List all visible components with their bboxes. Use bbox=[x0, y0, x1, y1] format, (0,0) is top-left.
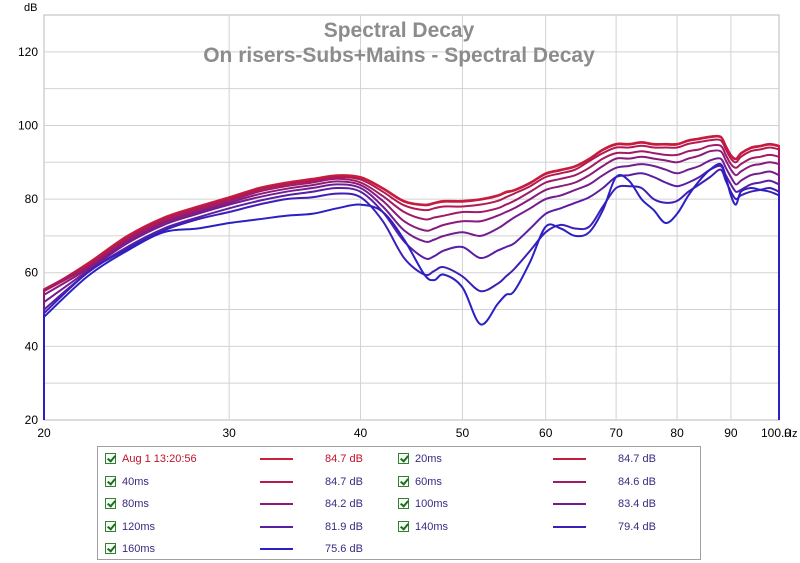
legend-checkbox[interactable] bbox=[398, 520, 409, 532]
legend-label: 140ms bbox=[415, 520, 449, 533]
legend-swatch bbox=[553, 458, 586, 460]
legend-item: 80ms 84.2 dB bbox=[105, 496, 395, 512]
legend-label: 80ms bbox=[122, 498, 149, 510]
legend-value: 84.7 dB bbox=[325, 453, 363, 465]
legend-swatch bbox=[260, 503, 293, 505]
legend-value: 84.2 dB bbox=[325, 498, 363, 510]
x-axis-unit: Hz bbox=[784, 428, 797, 440]
x-tick-label: 50 bbox=[456, 426, 470, 440]
y-tick-label: 80 bbox=[25, 192, 39, 206]
x-axis-ticks: 20 30 40 50 60 70 80 90 100.0 bbox=[37, 426, 791, 440]
legend-checkbox[interactable] bbox=[398, 498, 409, 509]
plot-area bbox=[43, 14, 780, 421]
legend-swatch bbox=[553, 525, 586, 528]
y-tick-label: 60 bbox=[25, 266, 39, 280]
x-tick-label: 100.0 bbox=[761, 426, 791, 440]
series-lines bbox=[43, 134, 780, 420]
legend-label: Aug 1 13:20:56 bbox=[122, 453, 197, 465]
legend-item: 140ms 79.4 dB bbox=[398, 519, 688, 535]
legend-panel: Aug 1 13:20:56 84.7 dB 40ms 84.7 dB 80ms 84.2… bbox=[97, 446, 701, 560]
series-line-8 bbox=[43, 162, 780, 420]
legend-value: 81.9 dB bbox=[325, 520, 363, 533]
legend-label: 60ms bbox=[415, 475, 442, 488]
legend-value: 83.4 dB bbox=[618, 498, 656, 510]
chart-subtitle: On risers-Subs+Mains - Spectral Decay bbox=[203, 44, 595, 67]
legend-checkbox[interactable] bbox=[398, 475, 409, 487]
chart-title: Spectral Decay bbox=[324, 19, 475, 42]
series-line-1 bbox=[43, 135, 780, 420]
legend-item: 100ms 83.4 dB bbox=[398, 496, 688, 512]
x-tick-label: 70 bbox=[609, 426, 623, 440]
legend-label: 160ms bbox=[122, 543, 156, 555]
x-tick-label: 60 bbox=[539, 426, 553, 440]
x-tick-label: 20 bbox=[37, 426, 51, 440]
legend-label: 40ms bbox=[122, 475, 149, 488]
x-tick-label: 30 bbox=[222, 426, 236, 440]
series-line-4 bbox=[43, 149, 780, 420]
y-tick-label: 40 bbox=[25, 339, 39, 353]
y-tick-label: 20 bbox=[25, 413, 39, 427]
legend-value: 84.6 dB bbox=[618, 475, 656, 488]
legend-item: 60ms 84.6 dB bbox=[398, 474, 688, 490]
legend-value: 84.7 dB bbox=[325, 475, 363, 488]
legend-value: 75.6 dB bbox=[325, 543, 363, 555]
legend-item: 160ms 75.6 dB bbox=[105, 541, 395, 557]
legend-swatch bbox=[260, 458, 293, 460]
legend-label: 20ms bbox=[415, 453, 442, 465]
legend-item: 120ms 81.9 dB bbox=[105, 519, 395, 535]
y-axis-ticks: 20 40 60 80 100 120 bbox=[18, 45, 38, 427]
y-axis-label: dB bbox=[24, 2, 37, 14]
series-line-3 bbox=[43, 143, 780, 420]
legend-label: 100ms bbox=[415, 498, 449, 510]
legend-swatch bbox=[260, 480, 293, 483]
y-tick-label: 120 bbox=[18, 45, 38, 59]
legend-checkbox[interactable] bbox=[105, 520, 116, 532]
legend-checkbox[interactable] bbox=[105, 475, 116, 487]
x-tick-label: 90 bbox=[724, 426, 738, 440]
legend-swatch bbox=[260, 548, 293, 550]
legend-checkbox[interactable] bbox=[105, 498, 116, 509]
legend-item: Aug 1 13:20:56 84.7 dB bbox=[105, 451, 395, 467]
x-tick-label: 40 bbox=[354, 426, 368, 440]
legend-value: 79.4 dB bbox=[618, 520, 656, 533]
legend-item: 20ms 84.7 dB bbox=[398, 451, 688, 467]
legend-item: 40ms 84.7 dB bbox=[105, 474, 395, 490]
x-tick-label: 80 bbox=[670, 426, 684, 440]
y-tick-label: 100 bbox=[18, 118, 38, 132]
series-line-7 bbox=[43, 168, 780, 420]
legend-swatch bbox=[553, 480, 586, 483]
legend-swatch bbox=[260, 525, 293, 528]
legend-checkbox[interactable] bbox=[105, 453, 116, 464]
series-line-5 bbox=[43, 157, 780, 420]
legend-value: 84.7 dB bbox=[618, 453, 656, 465]
legend-swatch bbox=[553, 503, 586, 505]
legend-label: 120ms bbox=[122, 520, 156, 533]
legend-checkbox[interactable] bbox=[398, 453, 409, 464]
series-line-2 bbox=[43, 138, 780, 420]
legend-checkbox[interactable] bbox=[105, 543, 116, 554]
